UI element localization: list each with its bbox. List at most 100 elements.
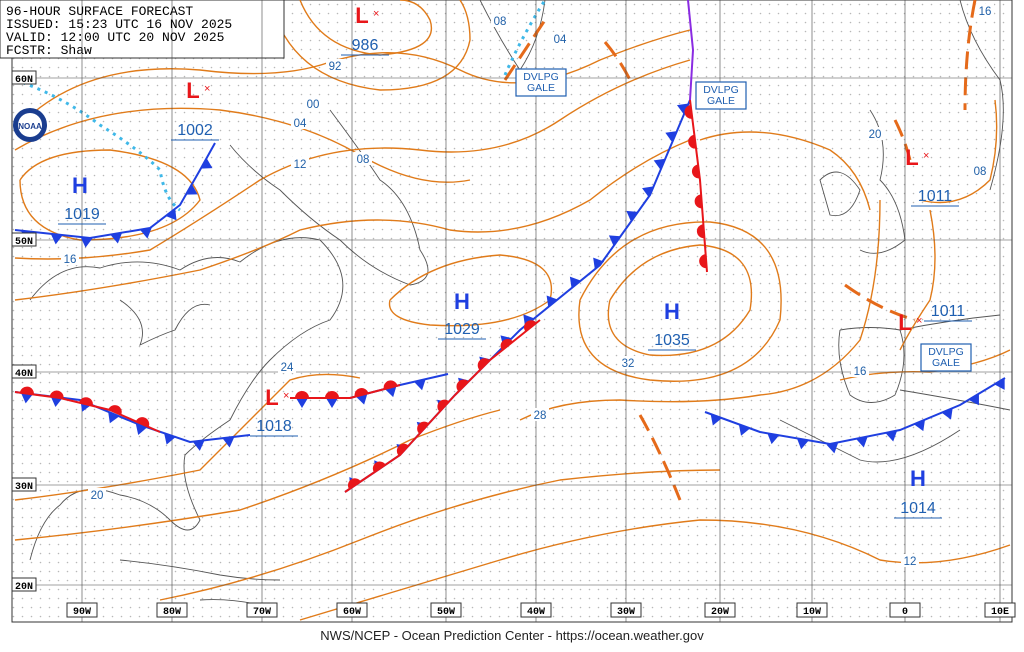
system-symbol: L: [905, 145, 918, 170]
latitude-box: [11, 232, 37, 247]
isobar-label: 20: [91, 490, 104, 502]
isobar-label: 32: [622, 358, 635, 370]
warm-front-barb: [694, 194, 703, 209]
cold-front-barb: [642, 186, 654, 198]
longitude-label: 30W: [617, 607, 635, 618]
ice-edges: [14, 0, 547, 212]
longitude-label: 60W: [343, 607, 361, 618]
isobar-label: 92: [329, 61, 342, 73]
cold-front-barb: [767, 433, 780, 445]
isobar-label-bg: [326, 59, 344, 72]
low-marker: ×: [204, 83, 210, 95]
cold-front-barb: [110, 232, 123, 244]
warm-front-barb: [19, 386, 34, 395]
longitude-label: 90W: [73, 607, 91, 618]
central-pressure: 1019: [64, 206, 100, 223]
latitude-box: [11, 477, 37, 492]
front-line: [290, 384, 401, 399]
cold-front-barb: [626, 210, 638, 222]
latitude-box: [11, 70, 37, 85]
isobar-label-bg: [971, 164, 989, 177]
isobar-label-bg: [619, 356, 637, 369]
cold-front-barb: [296, 398, 308, 408]
cold-front-barb: [80, 237, 93, 248]
isobar-label-bg: [291, 116, 309, 129]
longitude-box: [984, 602, 1016, 618]
isobar-label: 24: [281, 362, 294, 374]
isobar-label-bg: [531, 408, 549, 421]
system-symbol: H: [72, 173, 88, 198]
cold-front-barb: [826, 442, 839, 454]
warm-front-barb: [325, 391, 339, 398]
cold-front-barb: [164, 433, 176, 445]
gale-label: GALE: [932, 357, 960, 369]
low-marker: ×: [916, 315, 922, 327]
isobar-label: 04: [294, 118, 307, 130]
cold-front-barb: [796, 438, 809, 450]
isobar-label: 00: [307, 99, 320, 111]
isobar-label: 28: [534, 410, 547, 422]
isobar-label-bg: [88, 488, 106, 501]
gale-box: [695, 81, 747, 110]
longitude-box: [889, 602, 921, 618]
warm-front-barb: [691, 164, 700, 179]
central-pressure: 1018: [256, 418, 292, 435]
footer: NWS/NCEP - Ocean Prediction Center - htt…: [320, 628, 704, 643]
longitude-box: [156, 602, 188, 618]
longitude-label: 40W: [527, 607, 545, 618]
cold-front-barb: [139, 227, 152, 239]
warm-front-barb: [135, 417, 150, 427]
isobar-label: 16: [854, 366, 867, 378]
system-symbol: L: [355, 3, 368, 28]
central-pressure: 1029: [444, 321, 480, 338]
central-pressure: 1011: [918, 188, 953, 205]
warm-front-barb: [383, 380, 398, 390]
system-symbol: H: [664, 299, 680, 324]
cold-front-barb: [913, 419, 925, 432]
warm-front-barb: [524, 320, 537, 332]
longitude-box: [704, 602, 736, 618]
isobar-label-bg: [304, 97, 322, 110]
cold-front-barb: [165, 208, 177, 221]
cold-front-barb: [222, 436, 235, 448]
longitude-box: [336, 602, 368, 618]
cold-front-barb: [608, 235, 621, 247]
system-symbol: L: [898, 310, 911, 335]
latitude-label: 40N: [15, 369, 33, 380]
isobars: [14, 0, 1011, 621]
warm-front-barb: [417, 421, 429, 434]
warm-front-barb: [699, 254, 707, 269]
isobar-label-bg: [278, 360, 296, 373]
system-symbol: H: [454, 289, 470, 314]
longitude-box: [610, 602, 642, 618]
cold-front-barb: [185, 184, 198, 195]
warm-front-barb: [347, 478, 361, 490]
isobar-label: 08: [494, 16, 507, 28]
warm-front-barb: [696, 224, 705, 239]
gale-label: DVLPG: [703, 84, 739, 96]
system-symbol: L: [186, 78, 199, 103]
cold-front-barb: [593, 257, 605, 270]
low-marker: ×: [923, 150, 929, 162]
cold-front-barb: [968, 393, 979, 406]
isobar-label-bg: [491, 14, 509, 27]
latitude-label: 20N: [15, 582, 33, 593]
header-line: VALID: 12:00 UTC 20 NOV 2025: [6, 30, 224, 45]
header-line: 96-HOUR SURFACE FORECAST: [6, 4, 193, 19]
cold-front-barb: [50, 233, 63, 245]
central-pressure: 986: [352, 37, 379, 54]
latitude-box: [11, 364, 37, 379]
isobar-label: 08: [974, 166, 987, 178]
cold-front-barb: [885, 430, 898, 442]
noaa-logo: NOAA: [13, 108, 47, 142]
isobar-label-bg: [901, 554, 919, 567]
cold-front-barb: [676, 103, 689, 115]
latitude-label: 60N: [15, 75, 33, 86]
low-marker: ×: [373, 8, 379, 20]
isobar-label-bg: [61, 252, 79, 265]
front-line: [687, 0, 695, 101]
longitude-label: 20W: [711, 607, 729, 618]
warm-front-barb: [354, 387, 369, 397]
isobar-label: 04: [554, 34, 567, 46]
